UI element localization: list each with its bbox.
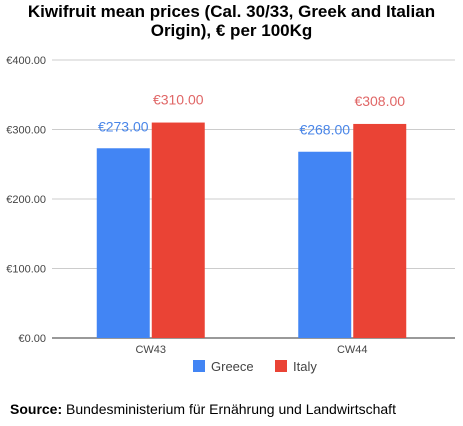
y-tick-label: €200.00: [6, 194, 46, 206]
data-label: €268.00: [299, 122, 350, 138]
legend-swatch: [193, 360, 205, 372]
legend-label: Greece: [211, 359, 254, 374]
bar: [353, 123, 407, 338]
y-tick-label: €300.00: [6, 125, 46, 137]
bar: [298, 151, 352, 338]
legend-label: Italy: [293, 359, 317, 374]
y-tick-label: €100.00: [6, 264, 46, 276]
legend-swatch: [275, 360, 287, 372]
bar: [151, 122, 205, 338]
y-tick-label: €400.00: [6, 55, 46, 67]
x-tick-label: CW44: [337, 344, 368, 356]
data-label: €310.00: [153, 92, 204, 108]
data-label: €273.00: [98, 118, 149, 134]
source-label: Source:: [10, 401, 63, 417]
source-text: Bundesministerium für Ernährung und Land…: [62, 401, 396, 417]
x-tick-label: CW43: [135, 344, 166, 356]
chart-title: Kiwifruit mean prices (Cal. 30/33, Greek…: [0, 2, 463, 40]
chart-title-line-2: Origin), € per 100Kg: [150, 21, 313, 40]
y-tick-label: €0.00: [18, 333, 46, 345]
bar: [96, 148, 150, 338]
source-note: Source: Bundesministerium für Ernährung …: [10, 401, 396, 417]
data-label: €308.00: [354, 93, 405, 109]
chart-title-line-1: Kiwifruit mean prices (Cal. 30/33, Greek…: [27, 2, 436, 21]
